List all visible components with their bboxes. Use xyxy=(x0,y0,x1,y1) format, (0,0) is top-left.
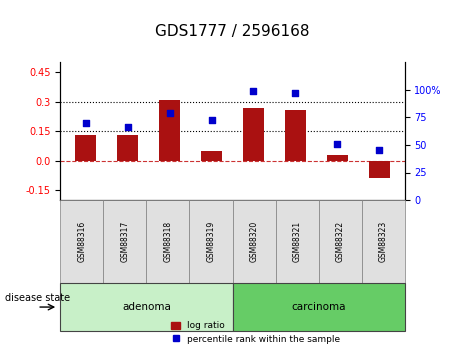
Bar xyxy=(117,135,138,161)
Point xyxy=(82,120,89,126)
Text: GSM88321: GSM88321 xyxy=(292,221,301,262)
Point xyxy=(250,88,257,93)
Bar xyxy=(285,110,306,161)
Text: GSM88319: GSM88319 xyxy=(206,221,215,262)
Text: disease state: disease state xyxy=(5,294,70,303)
Bar xyxy=(159,100,180,161)
Text: GSM88317: GSM88317 xyxy=(120,221,129,262)
Bar xyxy=(369,161,390,178)
Text: carcinoma: carcinoma xyxy=(291,302,346,312)
Text: GSM88316: GSM88316 xyxy=(78,221,86,262)
Text: GSM88323: GSM88323 xyxy=(379,221,387,262)
Point xyxy=(124,125,131,130)
Text: GDS1777 / 2596168: GDS1777 / 2596168 xyxy=(155,24,310,39)
Point xyxy=(334,141,341,147)
Bar xyxy=(201,151,222,161)
Text: GSM88322: GSM88322 xyxy=(336,221,345,262)
Legend: log ratio, percentile rank within the sample: log ratio, percentile rank within the sa… xyxy=(167,318,344,345)
Point xyxy=(376,148,383,153)
Text: GSM88318: GSM88318 xyxy=(164,221,173,262)
Point xyxy=(208,117,215,122)
Point xyxy=(292,90,299,96)
Bar xyxy=(327,155,348,161)
Point xyxy=(166,110,173,116)
Bar xyxy=(243,108,264,161)
Text: adenoma: adenoma xyxy=(122,302,171,312)
Text: GSM88320: GSM88320 xyxy=(250,221,259,262)
Bar xyxy=(75,135,96,161)
